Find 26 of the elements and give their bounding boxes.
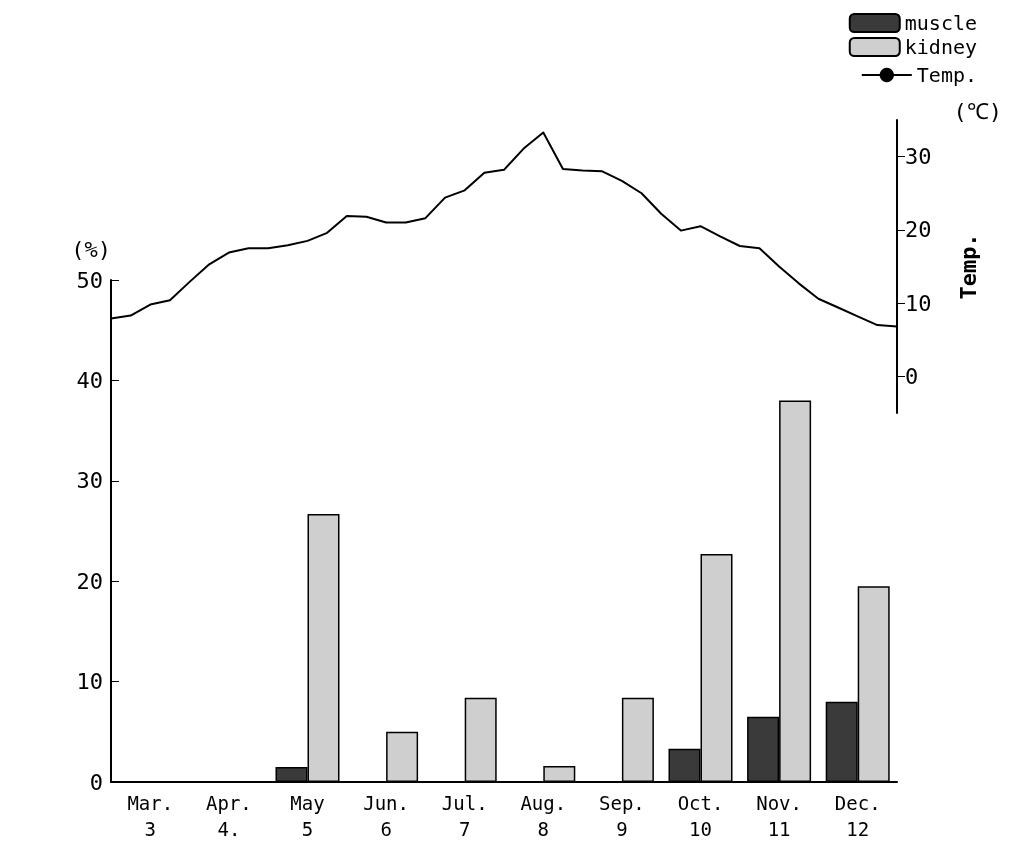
- text: (℃): [953, 98, 1003, 124]
- x-tick-label: Nov. 11: [756, 792, 802, 840]
- y-tick-label: 30: [76, 468, 103, 494]
- y-tick-label: 50: [76, 267, 103, 293]
- legend-label: kidney: [904, 35, 977, 59]
- x-tick-label: Oct. 10: [677, 792, 724, 840]
- y-tick-label: 40: [76, 367, 103, 393]
- y-tick-label: 20: [76, 568, 103, 594]
- y-tick-label: 30: [905, 144, 932, 170]
- x-tick-label: Jul. 7: [441, 792, 488, 840]
- x-tick-label: Mar. 3: [127, 792, 174, 840]
- x-tick-label: Sep. 9: [599, 792, 645, 840]
- y-tick-label: 20: [905, 217, 932, 243]
- x-tick-label: Jun. 6: [363, 792, 409, 840]
- y-axis-title: (%): [71, 236, 111, 262]
- x-tick-label: Aug. 8: [520, 792, 567, 840]
- y-tick-label: 0: [89, 769, 103, 795]
- y-tick-label: 0: [905, 363, 919, 389]
- y-tick-label: 10: [905, 290, 932, 316]
- y-axis-title: Temp.: [955, 233, 981, 300]
- legend-label: Temp.: [916, 63, 978, 87]
- x-tick-label: Apr. 4.: [206, 792, 252, 840]
- legend-label: muscle: [904, 11, 977, 35]
- y-tick-label: 10: [76, 669, 103, 695]
- x-tick-label: Dec. 12: [834, 792, 881, 840]
- x-tick-label: May 5: [290, 792, 325, 840]
